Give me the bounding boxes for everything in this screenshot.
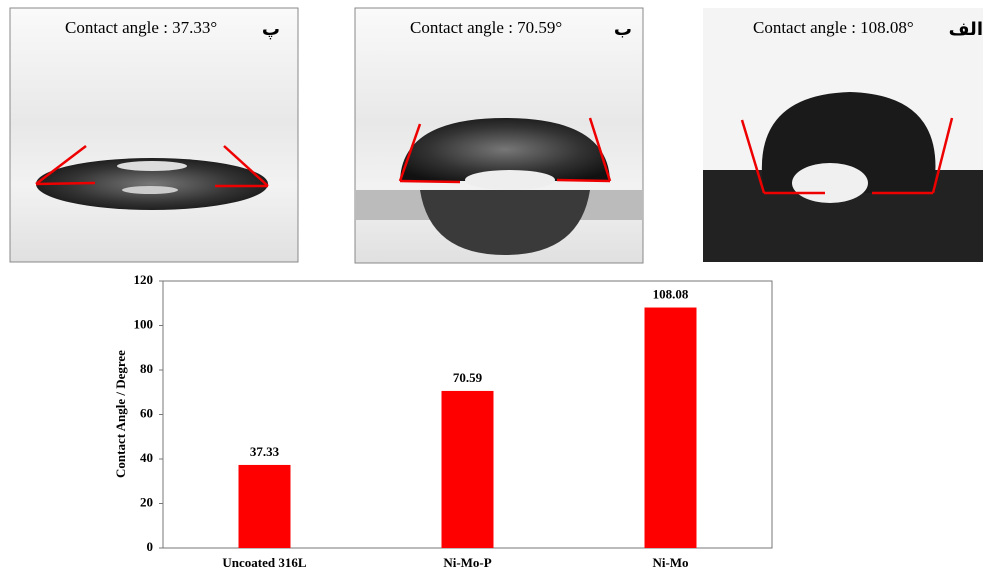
x-tick-label: Ni-Mo [652, 555, 688, 570]
caption: Contact angle : 37.33° [65, 18, 217, 37]
panel-label: پ [262, 19, 280, 40]
y-tick-label: 80 [140, 361, 153, 376]
x-tick-label: Ni-Mo-P [443, 555, 491, 570]
photo-panel: Contact angle : 37.33° پ [9, 7, 299, 263]
bar [441, 390, 494, 548]
y-tick-label: 0 [147, 539, 154, 554]
y-tick-label: 20 [140, 494, 153, 509]
y-tick-label: 120 [134, 272, 154, 287]
value-label: 108.08 [653, 287, 689, 302]
y-tick-label: 60 [140, 405, 153, 420]
y-tick-label: 100 [134, 316, 154, 331]
value-label: 37.33 [250, 444, 280, 459]
y-axis-title: Contact Angle / Degree [113, 350, 128, 478]
panel-label: ب [614, 19, 632, 40]
caption: Contact angle : 108.08° [753, 18, 914, 37]
x-tick-label: Uncoated 316L [222, 555, 306, 570]
y-tick-label: 40 [140, 450, 153, 465]
bar [644, 307, 697, 548]
photo-panel: Contact angle : 108.08° الف [703, 8, 983, 262]
value-label: 70.59 [453, 370, 483, 385]
bar [238, 464, 291, 548]
photo-panel: Contact angle : 70.59° ب [354, 7, 644, 264]
caption: Contact angle : 70.59° [410, 18, 562, 37]
panel-label: الف [949, 19, 983, 40]
